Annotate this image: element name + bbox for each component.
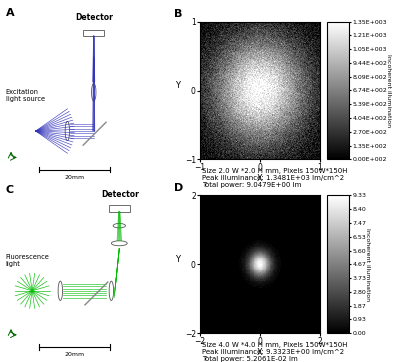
Text: B: B bbox=[174, 9, 182, 19]
Y-axis label: Y: Y bbox=[175, 255, 180, 264]
Text: Detector: Detector bbox=[101, 190, 139, 199]
Text: Excitation
light source: Excitation light source bbox=[6, 89, 45, 102]
X-axis label: X: X bbox=[257, 174, 263, 183]
Y-axis label: Y: Y bbox=[175, 81, 180, 90]
Text: Size 4.0 W *4.0 H mm, Pixels 150W*150H
Peak illuminance: 9.3323E+00 lm/cm^2
Tota: Size 4.0 W *4.0 H mm, Pixels 150W*150H P… bbox=[202, 342, 348, 362]
Text: Detector: Detector bbox=[75, 13, 113, 22]
Text: 20mm: 20mm bbox=[64, 352, 84, 357]
Text: Size 2.0 W *2.0 H mm, Pixels 150W*150H
Peak illuminance: 1.3481E+03 lm/cm^2
Tota: Size 2.0 W *2.0 H mm, Pixels 150W*150H P… bbox=[202, 168, 348, 188]
Bar bbox=[109, 206, 130, 212]
X-axis label: X: X bbox=[257, 348, 263, 357]
Text: Fluorescence
light: Fluorescence light bbox=[6, 254, 50, 268]
Text: C: C bbox=[6, 185, 14, 195]
Bar bbox=[83, 30, 104, 36]
Text: 20mm: 20mm bbox=[64, 174, 84, 180]
Text: D: D bbox=[174, 183, 183, 193]
Text: A: A bbox=[6, 8, 14, 18]
